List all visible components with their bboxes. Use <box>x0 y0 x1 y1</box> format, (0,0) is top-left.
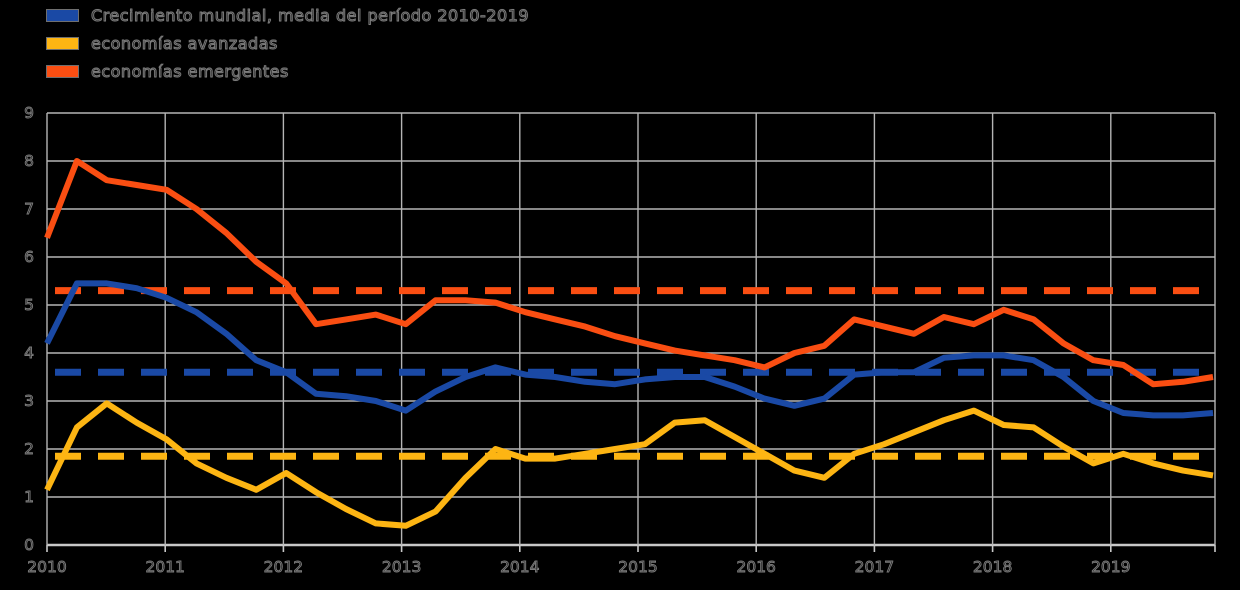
legend-item-emerging: economías emergentes <box>46 61 289 81</box>
legend-swatch-world <box>46 8 79 22</box>
x-tick-label: 2013 <box>382 558 421 576</box>
legend-label-emerging: economías emergentes <box>91 61 289 81</box>
legend-item-advanced: economías avanzadas <box>46 33 278 53</box>
y-tick-label: 5 <box>24 296 34 314</box>
x-tick-label: 2018 <box>973 558 1012 576</box>
y-tick-label: 7 <box>24 200 34 218</box>
x-tick-label: 2010 <box>27 558 66 576</box>
series-line <box>44 158 1214 388</box>
legend-label-advanced: economías avanzadas <box>91 33 278 53</box>
y-tick-label: 0 <box>24 536 34 554</box>
x-tick-label: 2011 <box>145 558 184 576</box>
y-tick-label: 1 <box>24 488 34 506</box>
legend-swatch-advanced <box>46 36 79 50</box>
legend-item-world: Crecimiento mundial, media del período 2… <box>46 5 529 25</box>
x-tick-label: 2015 <box>618 558 657 576</box>
x-tick-label: 2016 <box>736 558 775 576</box>
y-tick-label: 8 <box>24 152 34 170</box>
x-tick-label: 2014 <box>500 558 539 576</box>
y-tick-label: 9 <box>24 104 34 122</box>
x-tick-label: 2019 <box>1091 558 1130 576</box>
y-tick-label: 2 <box>24 440 34 458</box>
y-tick-label: 4 <box>24 344 34 362</box>
series-line <box>44 280 1214 419</box>
legend-swatch-emerging <box>46 64 79 78</box>
x-tick-label: 2012 <box>264 558 303 576</box>
legend-label-world: Crecimiento mundial, media del período 2… <box>91 5 530 25</box>
y-tick-label: 3 <box>24 392 34 410</box>
x-tick-label: 2017 <box>855 558 894 576</box>
series-line <box>44 400 1214 529</box>
y-tick-label: 6 <box>24 248 34 266</box>
